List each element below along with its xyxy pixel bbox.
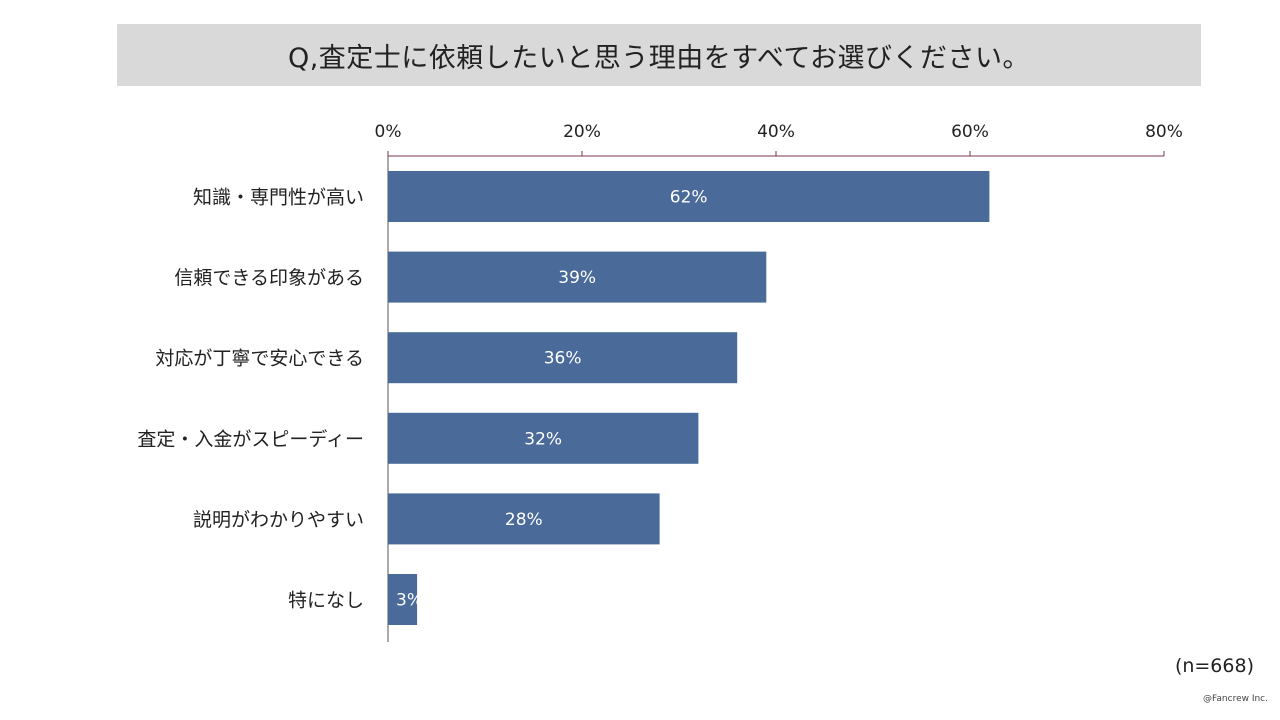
bar bbox=[388, 332, 738, 384]
data-label: 32% bbox=[524, 429, 562, 449]
category-label: 対応が丁寧で安心できる bbox=[155, 348, 364, 370]
x-tick-label: 60% bbox=[951, 122, 989, 142]
data-label: 36% bbox=[544, 349, 582, 369]
chart-title-bar: Q,査定士に依頼したいと思う理由をすべてお選びください。 bbox=[117, 24, 1201, 86]
data-label: 3% bbox=[396, 591, 423, 611]
x-tick-label: 40% bbox=[757, 122, 795, 142]
bar bbox=[388, 412, 699, 464]
category-label: 査定・入金がスピーディー bbox=[137, 428, 364, 450]
category-label: 説明がわかりやすい bbox=[193, 509, 364, 531]
bar bbox=[388, 574, 418, 625]
bar bbox=[388, 493, 660, 545]
category-label: 特になし bbox=[288, 590, 364, 612]
data-label: 39% bbox=[558, 268, 596, 288]
category-label: 知識・専門性が高い bbox=[193, 187, 364, 209]
category-label: 信頼できる印象がある bbox=[174, 267, 364, 289]
data-label: 28% bbox=[505, 510, 543, 530]
sample-size-label: (n=668) bbox=[1174, 655, 1254, 677]
data-label: 62% bbox=[670, 188, 708, 208]
chart-title: Q,査定士に依頼したいと思う理由をすべてお選びください。 bbox=[287, 42, 1031, 74]
x-tick-label: 20% bbox=[563, 122, 601, 142]
bar bbox=[388, 251, 767, 303]
bar bbox=[388, 171, 990, 222]
x-tick-label: 80% bbox=[1145, 122, 1183, 142]
x-tick-label: 0% bbox=[375, 122, 402, 142]
copyright-credit: @Fancrew Inc. bbox=[1203, 694, 1268, 704]
